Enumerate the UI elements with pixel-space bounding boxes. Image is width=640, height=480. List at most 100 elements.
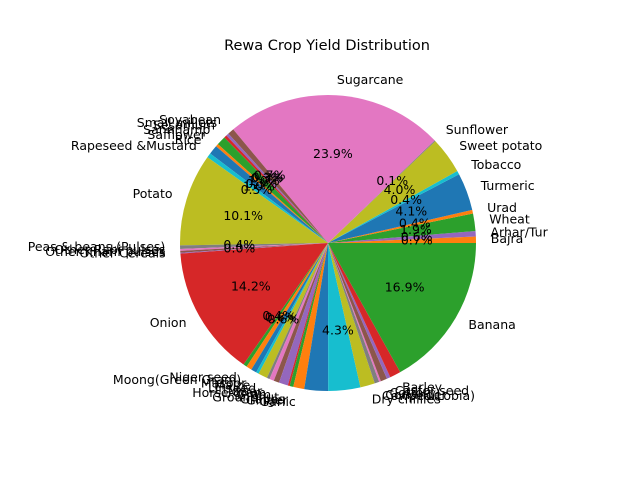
slice-label-groundnut: Groundnut [212, 390, 279, 405]
pie-slice-ginger-32 [289, 243, 328, 387]
pie-slice-sunflower-7 [328, 140, 436, 243]
pie-slice-rapeseed-mustard-15 [207, 153, 328, 243]
slice-percent-onion-21: 14.2% [231, 279, 271, 294]
pie-slice-peas-beans-pulses-17 [180, 243, 328, 250]
slice-label-small-millets: Small millets [137, 115, 217, 130]
pie-slice-safflower-13 [216, 144, 328, 243]
slice-label-rapeseed-mustard: Rapeseed &Mustard [71, 138, 197, 153]
slice-label-sesamum: Sesamum [153, 117, 215, 132]
slice-percent-safflower-13: 0.3% [245, 176, 277, 191]
pie-slice-sweet-potato-6 [328, 141, 458, 243]
slice-label-urad: Urad [487, 200, 517, 215]
pie-slice-sesamum-11 [224, 135, 328, 243]
pie-slice-other-cereals-20 [180, 243, 328, 254]
slice-label-gram: Gram [237, 387, 272, 402]
slice-percent-sweet-potato-6: 4.0% [384, 182, 416, 197]
pie-slice-soyabean-9 [228, 129, 328, 243]
slice-percent-sugarcane-8: 23.9% [313, 146, 353, 161]
slice-label-other-rabi-pulses: Other Rabi pulses [54, 242, 165, 257]
pie-slice-arhar-tur-1 [328, 230, 476, 243]
slice-label-turmeric: Turmeric [480, 178, 535, 193]
slice-label-cowpea-lobia: Cowpea(Lobia) [382, 388, 475, 403]
slice-label-sugarcane: Sugarcane [337, 72, 404, 87]
pie-slice-dry-chillies-36 [328, 243, 375, 388]
slice-label-coriander: Coriander [385, 387, 447, 402]
slice-label-barley: Barley [402, 380, 443, 395]
slice-percent-potato-16: 10.1% [223, 208, 263, 223]
slice-label-linseed: Linseed [208, 381, 256, 396]
pie-slice-sugarcane-8 [233, 94, 435, 243]
pie-slice-urad-3 [328, 209, 474, 243]
slice-label-other-kharif-pulses: Other Kharif pulses [45, 244, 165, 259]
pie-slice-maize-25 [256, 243, 328, 374]
slice-label-other-cereals: Other Cereals [80, 246, 166, 261]
slice-percent-arhar-tur-1: 0.6% [401, 229, 433, 244]
slice-percent-urad-3: 0.4% [399, 216, 431, 231]
slice-percent-peas-beans-pulses-17: 0.4% [223, 237, 255, 252]
pie-slice-bajra-0 [328, 236, 476, 243]
pie-slice-cowpea-lobia-37 [328, 243, 380, 384]
slice-label-potato: Potato [133, 186, 173, 201]
pie-slice-other-rabi-pulses-18 [180, 243, 328, 251]
slice-percent-sannhamp-12: 1.0% [248, 173, 280, 188]
slice-label-rice: Rice [175, 132, 202, 147]
slice-percent-rice-14: 1.0% [243, 179, 275, 194]
slice-percent-moong-green-gram-23: 0.6% [265, 310, 297, 325]
slice-percent-niger-seed-22: 0.4% [262, 308, 294, 323]
slice-percent-masoor-24: 0.6% [268, 311, 300, 326]
slice-label-niger-seed: Niger seed [169, 369, 236, 384]
pie-slice-cotton-39 [328, 243, 387, 382]
slice-label-maize: Maize [214, 378, 250, 393]
slice-percent-sunflower-7: 0.1% [376, 173, 408, 188]
slice-label-soyabean: Soyabean [159, 112, 221, 127]
slice-label-sunflower: Sunflower [446, 122, 509, 137]
slice-label-bajra: Bajra [491, 231, 524, 246]
pie-slice-wheat-2 [328, 213, 476, 243]
slice-label-sweet-potato: Sweet potato [459, 138, 542, 153]
slice-label-wheat: Wheat [489, 212, 530, 227]
slice-percent-wheat-2: 1.9% [400, 222, 432, 237]
pie-slice-niger-seed-22 [243, 243, 328, 367]
slice-percent-turmeric-4: 4.1% [395, 204, 427, 219]
pie-slice-rice-14 [210, 146, 328, 243]
pie-slice-linseed-26 [258, 243, 328, 378]
pie-slice-horse-gram-28 [269, 243, 328, 381]
slice-label-sannhamp: Sannhamp [143, 122, 210, 137]
slice-percent-bajra-0: 0.7% [401, 233, 433, 248]
pie-slice-tobacco-5 [328, 170, 460, 243]
pie-slice-turmeric-4 [328, 174, 473, 243]
pie-slice-other-kharif-pulses-19 [180, 243, 328, 253]
slice-label-garlic: Garlic [259, 394, 295, 409]
slice-percent-unlabeled-35: 4.3% [322, 323, 354, 338]
slice-label-grapes: Grapes [240, 392, 285, 407]
pie-slice-banana-42 [328, 243, 476, 373]
pie-slice-unlabeled-35 [328, 243, 361, 391]
pie-slice-gram-29 [273, 243, 328, 383]
pie-slice-unlabeled-34 [304, 243, 329, 392]
pie-slice-barley-41 [328, 243, 401, 378]
slice-label-onion: Onion [150, 315, 187, 330]
slice-label-dry-chillies: Dry chillies [372, 391, 441, 406]
slice-label-jowar: Jowar [227, 383, 263, 398]
pie-slice-onion-21 [180, 243, 328, 365]
slice-label-ginger: Ginger [246, 392, 289, 407]
pie-labels: Bajra 0.7% Arhar/Tur 0.6% Wheat 1.9% Urad 0.4% T… [28, 72, 549, 409]
pie-slice-grapes-31 [287, 243, 328, 386]
pie-slice-coriander-38 [328, 243, 381, 382]
slice-label-safflower: Safflower [147, 127, 206, 142]
pie-slice-jowar-27 [266, 243, 328, 379]
slice-percent-small-millets-10: 0.3% [252, 169, 284, 184]
pie-slice-castor-seed-40 [328, 243, 391, 379]
slice-label-horse-gram: Horse-gram [192, 385, 266, 400]
pie-slice-masoor-24 [251, 243, 328, 373]
slice-label-banana: Banana [468, 317, 515, 332]
slice-percent-sesamum-11: 0.3% [251, 171, 283, 186]
pie-slice-sannhamp-12 [217, 137, 328, 243]
slice-percent-rapeseed-mustard-15: 0.5% [241, 182, 273, 197]
slice-label-masoor: Masoor [201, 375, 247, 390]
pie-slice-groundnut-30 [279, 243, 328, 386]
pie-slice-small-millets-10 [226, 133, 328, 243]
slice-label-cotton: Cotton [390, 385, 432, 400]
slice-label-arhar-tur: Arhar/Tur [491, 224, 549, 239]
